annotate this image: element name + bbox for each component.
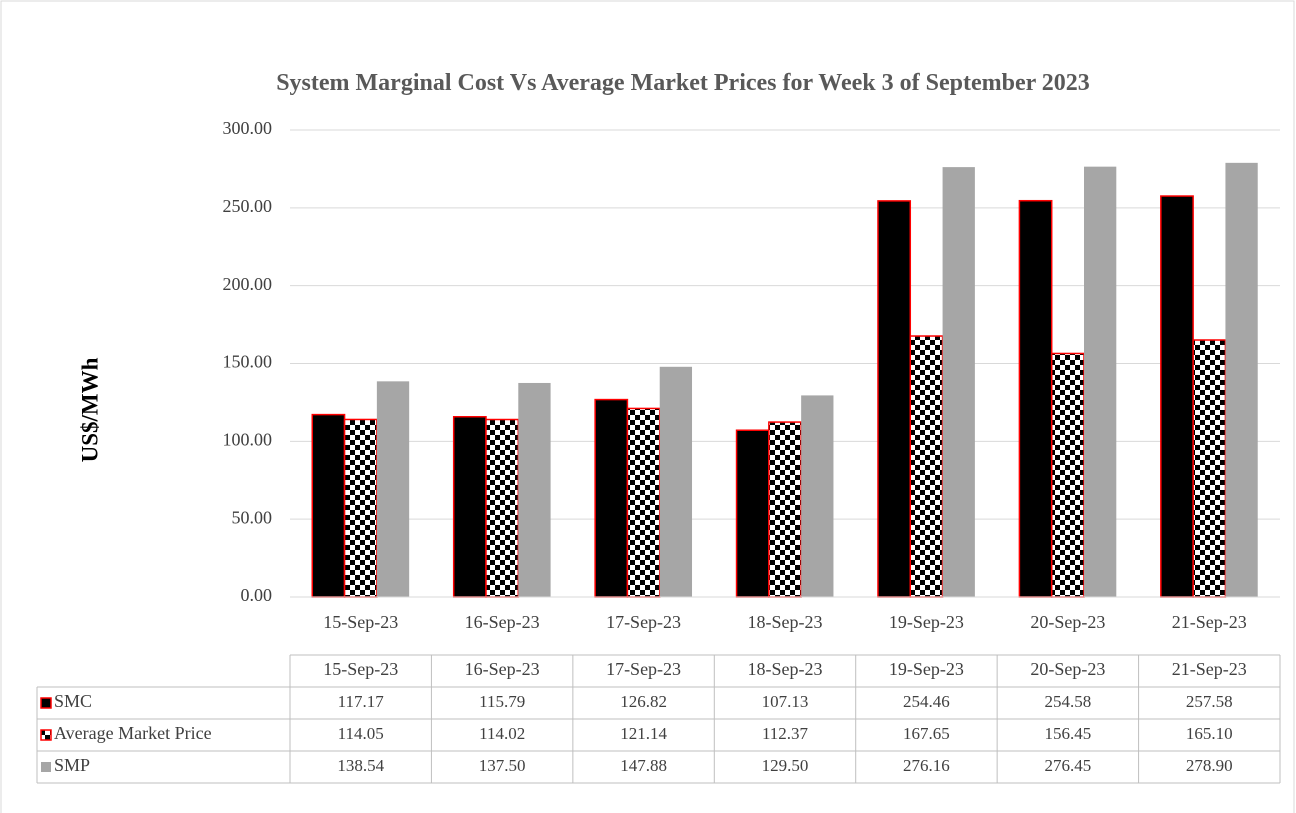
bar	[1192, 339, 1227, 598]
bar	[1084, 166, 1117, 598]
bar	[452, 416, 487, 598]
bar	[594, 398, 629, 598]
table-cell: 276.45	[1044, 756, 1091, 775]
table-header: 16-Sep-23	[465, 659, 540, 679]
table-cell: 114.02	[479, 724, 525, 743]
x-tick-label: 18-Sep-23	[748, 612, 823, 632]
x-tick-label: 15-Sep-23	[323, 612, 398, 632]
table-cell: 257.58	[1186, 692, 1233, 711]
x-tick-label: 20-Sep-23	[1030, 612, 1105, 632]
x-tick-label: 21-Sep-23	[1172, 612, 1247, 632]
x-tick-label: 19-Sep-23	[889, 612, 964, 632]
bar	[311, 413, 346, 598]
bar	[659, 366, 693, 597]
table-cell: 137.50	[479, 756, 526, 775]
table-cell: 114.05	[338, 724, 384, 743]
table-cell: 254.46	[903, 692, 950, 711]
bar	[343, 418, 378, 598]
legend-label: SMC	[54, 691, 92, 711]
y-tick-label: 250.00	[223, 196, 273, 216]
table-header: 15-Sep-23	[323, 659, 398, 679]
table-cell: 121.14	[620, 724, 667, 743]
y-tick-label: 0.00	[241, 585, 273, 605]
bar	[1050, 352, 1085, 598]
table-cell: 107.13	[762, 692, 809, 711]
legend-key	[41, 762, 51, 772]
legend-key	[40, 697, 52, 709]
bar	[768, 421, 802, 598]
legend-label: SMP	[54, 755, 90, 775]
bar	[1160, 195, 1194, 598]
title-box: System Marginal Cost Vs Average Market P…	[276, 70, 1090, 96]
bar	[376, 381, 410, 597]
bar	[909, 335, 944, 598]
y-tick-label: 100.00	[223, 429, 273, 449]
table-header: 21-Sep-23	[1172, 659, 1247, 679]
y-tick-label: 150.00	[223, 352, 273, 372]
bar	[801, 395, 834, 597]
legend-key	[40, 729, 52, 741]
table-cell: 117.17	[338, 692, 385, 711]
table-header: 19-Sep-23	[889, 659, 964, 679]
table-cell: 115.79	[479, 692, 525, 711]
table-cell: 254.58	[1044, 692, 1091, 711]
table-cell: 112.37	[762, 724, 809, 743]
table-cell: 167.65	[903, 724, 950, 743]
table-cell: 147.88	[620, 756, 667, 775]
table-cell: 165.10	[1186, 724, 1233, 743]
table-cell: 276.16	[903, 756, 950, 775]
y-tick-label: 50.00	[232, 507, 273, 527]
table-cell: 126.82	[620, 692, 667, 711]
table-cell: 129.50	[762, 756, 809, 775]
bar	[518, 382, 551, 597]
table-header: 18-Sep-23	[748, 659, 823, 679]
table-header: 20-Sep-23	[1030, 659, 1105, 679]
bar	[735, 429, 770, 598]
bar	[942, 167, 975, 597]
y-tick-label: 300.00	[223, 118, 273, 138]
table-cell: 278.90	[1186, 756, 1233, 775]
bar	[877, 200, 912, 598]
table-cell: 156.45	[1044, 724, 1091, 743]
table-header: 17-Sep-23	[606, 659, 681, 679]
bar	[1225, 162, 1258, 597]
chart-title: System Marginal Cost Vs Average Market P…	[276, 70, 1090, 96]
bar	[485, 418, 520, 598]
table-cell: 138.54	[337, 756, 384, 775]
y-axis-label: US$/MWh	[77, 357, 102, 462]
bar	[626, 407, 661, 598]
legend-label: Average Market Price	[54, 723, 212, 743]
bar	[1018, 199, 1053, 598]
x-tick-label: 17-Sep-23	[606, 612, 681, 632]
y-tick-label: 200.00	[223, 274, 273, 294]
x-tick-label: 16-Sep-23	[465, 612, 540, 632]
